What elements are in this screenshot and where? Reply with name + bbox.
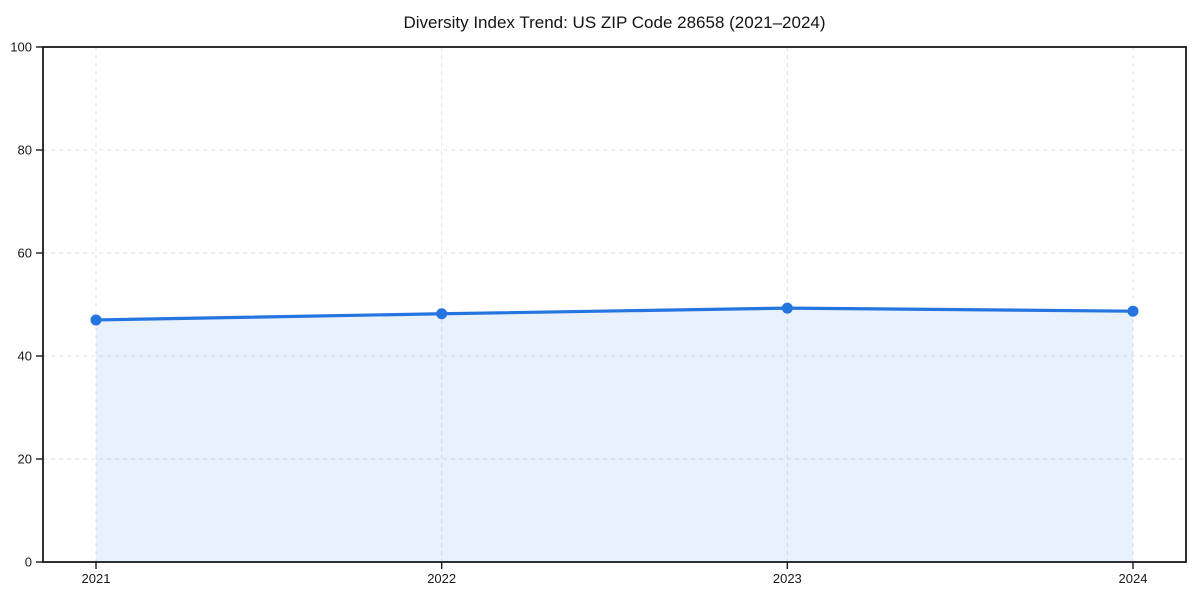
- y-axis-tick-label: 40: [18, 349, 32, 364]
- y-axis-tick-label: 80: [18, 143, 32, 158]
- series-line: [94, 306, 1135, 322]
- plot-background: [43, 47, 1186, 562]
- y-axis-tick-label: 60: [18, 246, 32, 261]
- series-area-fill: [96, 308, 1133, 562]
- data-point-2023: [781, 302, 793, 314]
- y-axis-tick-label: 0: [25, 555, 32, 570]
- y-axis-tick-label: 100: [10, 40, 32, 55]
- x-axis-tick-label: 2021: [82, 571, 111, 586]
- data-point-2022: [436, 308, 448, 320]
- data-point-2024: [1127, 305, 1139, 317]
- data-point-2021: [90, 314, 102, 326]
- x-axis-tick-label: 2022: [427, 571, 456, 586]
- chart-title: Diversity Index Trend: US ZIP Code 28658…: [403, 13, 826, 32]
- axes-spines: [42, 46, 1187, 563]
- x-axis-tick-label: 2023: [773, 571, 802, 586]
- y-axis-tick-label: 20: [18, 452, 32, 467]
- x-axis-tick-label: 2024: [1119, 571, 1148, 586]
